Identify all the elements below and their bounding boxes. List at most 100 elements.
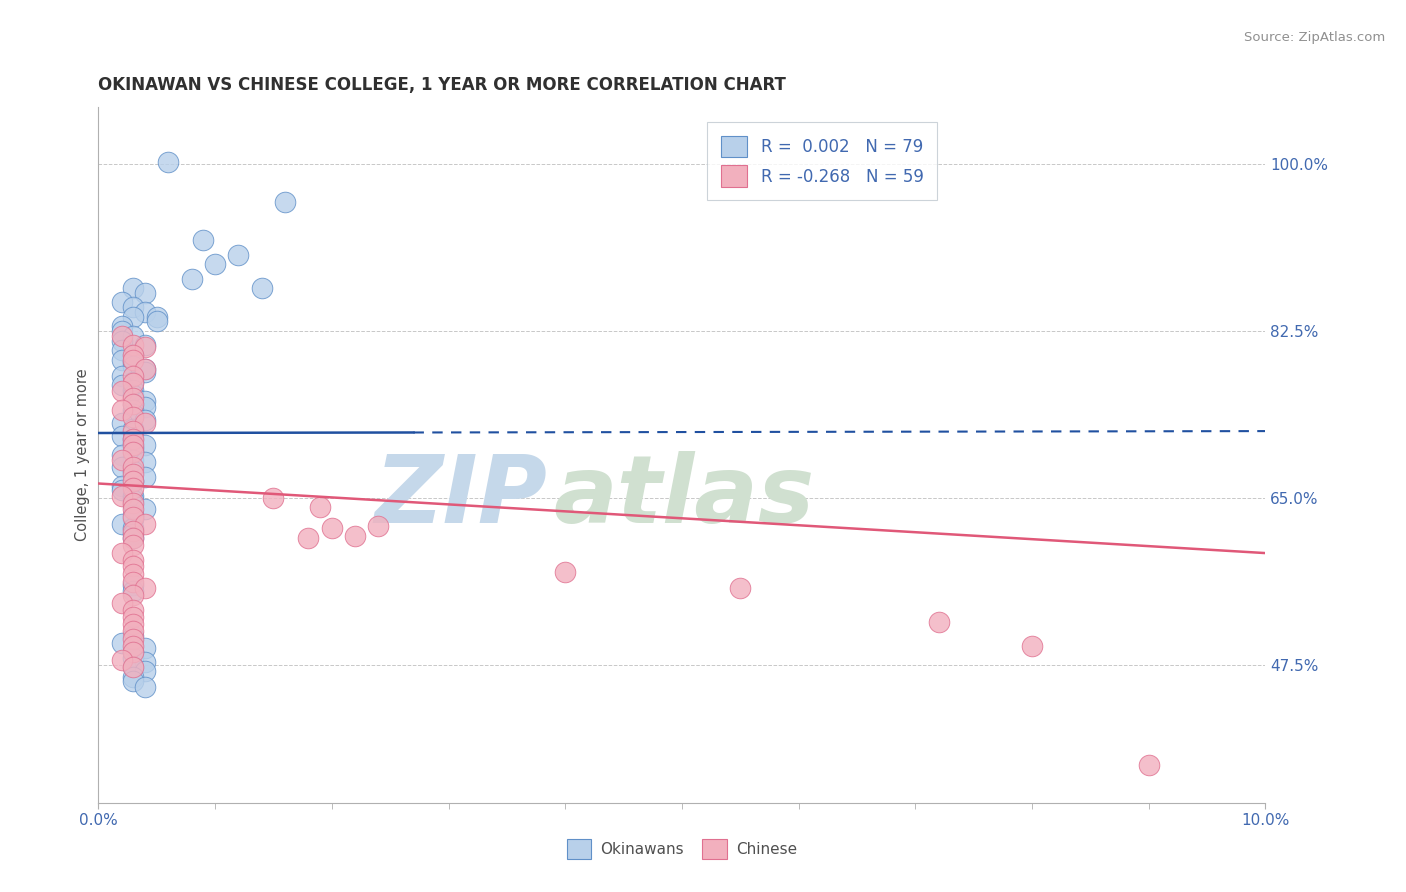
Point — [122, 338, 145, 352]
Point — [122, 588, 145, 602]
Point — [134, 393, 156, 408]
Point — [122, 492, 145, 507]
Point — [180, 271, 202, 285]
Point — [111, 319, 134, 334]
Point — [122, 352, 145, 367]
Point — [134, 362, 156, 376]
Point — [111, 343, 134, 357]
Point — [122, 368, 145, 383]
Point — [111, 384, 134, 398]
Point — [122, 645, 145, 659]
Point — [111, 328, 134, 343]
Point — [111, 546, 134, 560]
Point — [111, 403, 134, 417]
Point — [122, 376, 145, 391]
Point — [122, 432, 145, 446]
Point — [122, 432, 145, 446]
Point — [122, 639, 145, 653]
Point — [122, 425, 145, 440]
Point — [122, 424, 145, 438]
Point — [134, 417, 156, 431]
Point — [1137, 757, 1160, 772]
Point — [928, 615, 950, 629]
Point — [122, 388, 145, 402]
Point — [134, 680, 156, 694]
Point — [122, 527, 145, 541]
Point — [122, 553, 145, 567]
Point — [111, 417, 134, 431]
Point — [111, 489, 134, 503]
Point — [122, 348, 145, 362]
Point — [111, 429, 134, 443]
Point — [122, 435, 145, 450]
Point — [122, 422, 145, 436]
Point — [111, 352, 134, 367]
Point — [111, 368, 134, 383]
Point — [274, 195, 297, 210]
Point — [122, 509, 145, 524]
Point — [122, 445, 145, 459]
Point — [554, 565, 576, 579]
Point — [204, 257, 226, 271]
Text: atlas: atlas — [554, 450, 815, 542]
Point — [134, 502, 156, 516]
Point — [122, 474, 145, 488]
Point — [122, 629, 145, 643]
Point — [122, 499, 145, 513]
Point — [122, 489, 145, 503]
Point — [122, 438, 145, 452]
Point — [122, 407, 145, 421]
Point — [122, 531, 145, 545]
Point — [111, 596, 134, 610]
Point — [122, 660, 145, 674]
Point — [122, 524, 145, 538]
Point — [111, 635, 134, 649]
Point — [122, 539, 145, 553]
Point — [122, 375, 145, 389]
Point — [134, 582, 156, 596]
Point — [146, 310, 169, 324]
Point — [111, 295, 134, 310]
Point — [134, 285, 156, 300]
Point — [111, 334, 134, 348]
Point — [122, 521, 145, 535]
Point — [134, 470, 156, 484]
Point — [111, 448, 134, 462]
Point — [134, 362, 156, 376]
Point — [134, 438, 156, 452]
Point — [134, 412, 156, 426]
Point — [122, 328, 145, 343]
Point — [122, 567, 145, 582]
Point — [344, 529, 367, 543]
Point — [122, 495, 145, 509]
Point — [122, 670, 145, 684]
Point — [122, 452, 145, 467]
Point — [122, 531, 145, 545]
Y-axis label: College, 1 year or more: College, 1 year or more — [75, 368, 90, 541]
Point — [122, 460, 145, 475]
Point — [122, 502, 145, 516]
Point — [122, 355, 145, 369]
Point — [297, 531, 319, 545]
Point — [730, 582, 752, 596]
Point — [122, 442, 145, 456]
Point — [111, 452, 134, 467]
Point — [134, 641, 156, 656]
Point — [134, 401, 156, 415]
Point — [122, 559, 145, 574]
Point — [122, 610, 145, 624]
Point — [134, 517, 156, 532]
Point — [122, 403, 145, 417]
Point — [228, 248, 250, 262]
Point — [122, 512, 145, 526]
Point — [122, 584, 145, 599]
Point — [134, 305, 156, 319]
Point — [122, 300, 145, 314]
Point — [122, 391, 145, 405]
Text: ZIP: ZIP — [375, 450, 548, 542]
Text: OKINAWAN VS CHINESE COLLEGE, 1 YEAR OR MORE CORRELATION CHART: OKINAWAN VS CHINESE COLLEGE, 1 YEAR OR M… — [98, 77, 786, 95]
Point — [122, 624, 145, 639]
Point — [122, 397, 145, 411]
Point — [122, 673, 145, 688]
Point — [134, 340, 156, 354]
